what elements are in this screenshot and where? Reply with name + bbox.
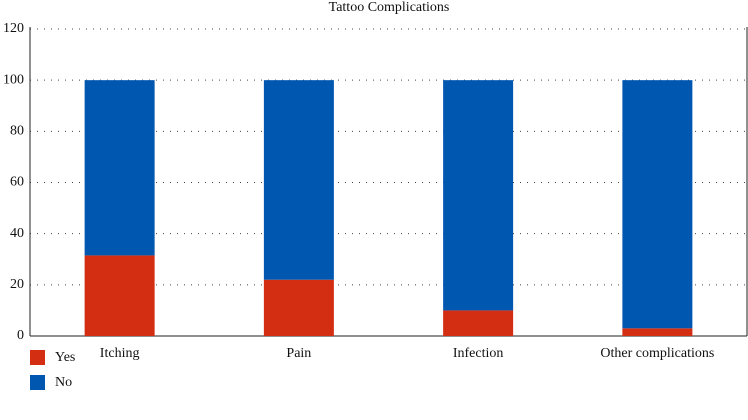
x-tick-label: Infection	[453, 346, 504, 361]
bar-segment	[443, 310, 514, 336]
legend-swatch	[30, 350, 45, 365]
x-tick-label: Pain	[286, 346, 311, 361]
bar-segment	[84, 80, 155, 256]
y-tick-label: 80	[10, 124, 24, 139]
chart-title: Tattoo Complications	[329, 0, 450, 15]
legend-swatch	[30, 375, 45, 390]
y-tick-label: 120	[3, 21, 24, 36]
legend-label: No	[55, 375, 72, 390]
bar-segment	[443, 80, 514, 311]
bar-segment	[263, 80, 334, 280]
y-tick-label: 60	[10, 175, 24, 190]
legend-label: Yes	[55, 350, 75, 365]
y-tick-label: 20	[10, 277, 24, 292]
y-tick-label: 0	[17, 328, 24, 343]
bar-segment	[84, 255, 155, 336]
x-tick-label: Itching	[100, 346, 140, 361]
y-tick-label: 100	[3, 72, 24, 87]
y-tick-label: 40	[10, 226, 24, 241]
bar-segment	[263, 279, 334, 336]
x-tick-label: Other complications	[600, 346, 714, 361]
bar-segment	[622, 80, 693, 329]
bar-segment	[622, 328, 693, 336]
